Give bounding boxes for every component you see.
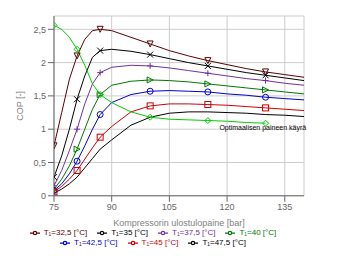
- html-text:T₁=42,5 [°C]: T₁=42,5 [°C]: [74, 238, 118, 247]
- svg-text:1: 1: [41, 124, 46, 134]
- html-text:T₁=37,5 [°C]: T₁=37,5 [°C]: [172, 227, 216, 237]
- html-text:T₁=40 [°C]: T₁=40 [°C]: [239, 227, 277, 237]
- svg-text:0: 0: [41, 191, 46, 201]
- svg-text:1,5: 1,5: [33, 91, 46, 101]
- svg-text:105: 105: [162, 202, 177, 212]
- svg-text:COP [-]: COP [-]: [15, 91, 25, 121]
- svg-text:2: 2: [41, 58, 46, 68]
- svg-text:120: 120: [220, 202, 235, 212]
- html-text:T₁=32,5 [°C]: T₁=32,5 [°C]: [43, 227, 88, 237]
- svg-text:0,5: 0,5: [33, 158, 46, 168]
- svg-text:90: 90: [107, 202, 117, 212]
- svg-text:Kompressorin ulostulopaine [ba: Kompressorin ulostulopaine [bar]: [113, 218, 245, 228]
- html-text:T₁=35 [°C]: T₁=35 [°C]: [111, 227, 148, 237]
- svg-text:Optimaalisen paineen käyrä: Optimaalisen paineen käyrä: [219, 124, 306, 132]
- svg-text:2,5: 2,5: [33, 25, 46, 35]
- svg-text:135: 135: [277, 202, 292, 212]
- html-text:T₁=45 [°C]: T₁=45 [°C]: [141, 238, 179, 247]
- html-text:T₁=47,5 [°C]: T₁=47,5 [°C]: [202, 238, 246, 247]
- svg-text:75: 75: [49, 202, 59, 212]
